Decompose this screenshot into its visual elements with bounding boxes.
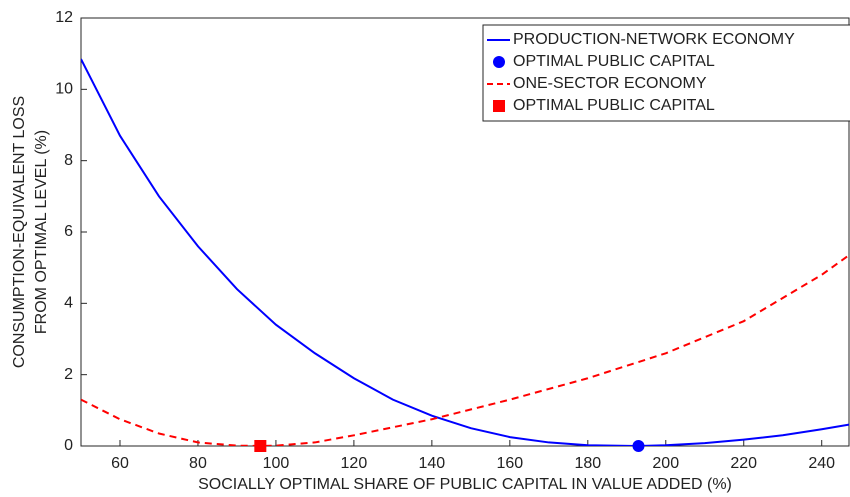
y-tick-label: 2 <box>64 366 73 383</box>
y-axis-label: FROM OPTIMAL LEVEL (%) <box>33 130 50 334</box>
x-axis-label: SOCIALLY OPTIMAL SHARE OF PUBLIC CAPITAL… <box>198 476 732 493</box>
x-tick-label: 120 <box>341 455 368 472</box>
x-tick-label: 160 <box>496 455 523 472</box>
y-tick-label: 6 <box>64 223 73 240</box>
y-tick-label: 10 <box>55 81 73 98</box>
x-tick-label: 60 <box>111 455 129 472</box>
y-tick-label: 0 <box>64 437 73 454</box>
x-tick-label: 240 <box>808 455 835 472</box>
x-tick-label: 180 <box>574 455 601 472</box>
y-tick-label: 8 <box>64 152 73 169</box>
marker <box>254 440 267 452</box>
y-axis-label: CONSUMPTION-EQUIVALENT LOSS <box>11 96 28 368</box>
legend-label: PRODUCTION-NETWORK ECONOMY <box>513 31 795 48</box>
line <box>81 58 849 446</box>
legend-label: OPTIMAL PUBLIC CAPITAL <box>513 53 715 70</box>
legend-swatch <box>493 56 505 68</box>
legend-label: OPTIMAL PUBLIC CAPITAL <box>513 97 715 114</box>
legend-label: ONE-SECTOR ECONOMY <box>513 75 707 92</box>
x-tick-label: 220 <box>730 455 757 472</box>
x-tick-label: 200 <box>652 455 679 472</box>
y-tick-label: 4 <box>64 295 73 312</box>
x-tick-label: 80 <box>189 455 207 472</box>
x-tick-label: 100 <box>263 455 290 472</box>
marker <box>632 440 645 452</box>
legend-swatch <box>493 100 505 112</box>
y-tick-label: 12 <box>55 9 73 26</box>
x-tick-label: 140 <box>419 455 446 472</box>
line <box>81 254 849 446</box>
legend-box <box>482 24 850 122</box>
